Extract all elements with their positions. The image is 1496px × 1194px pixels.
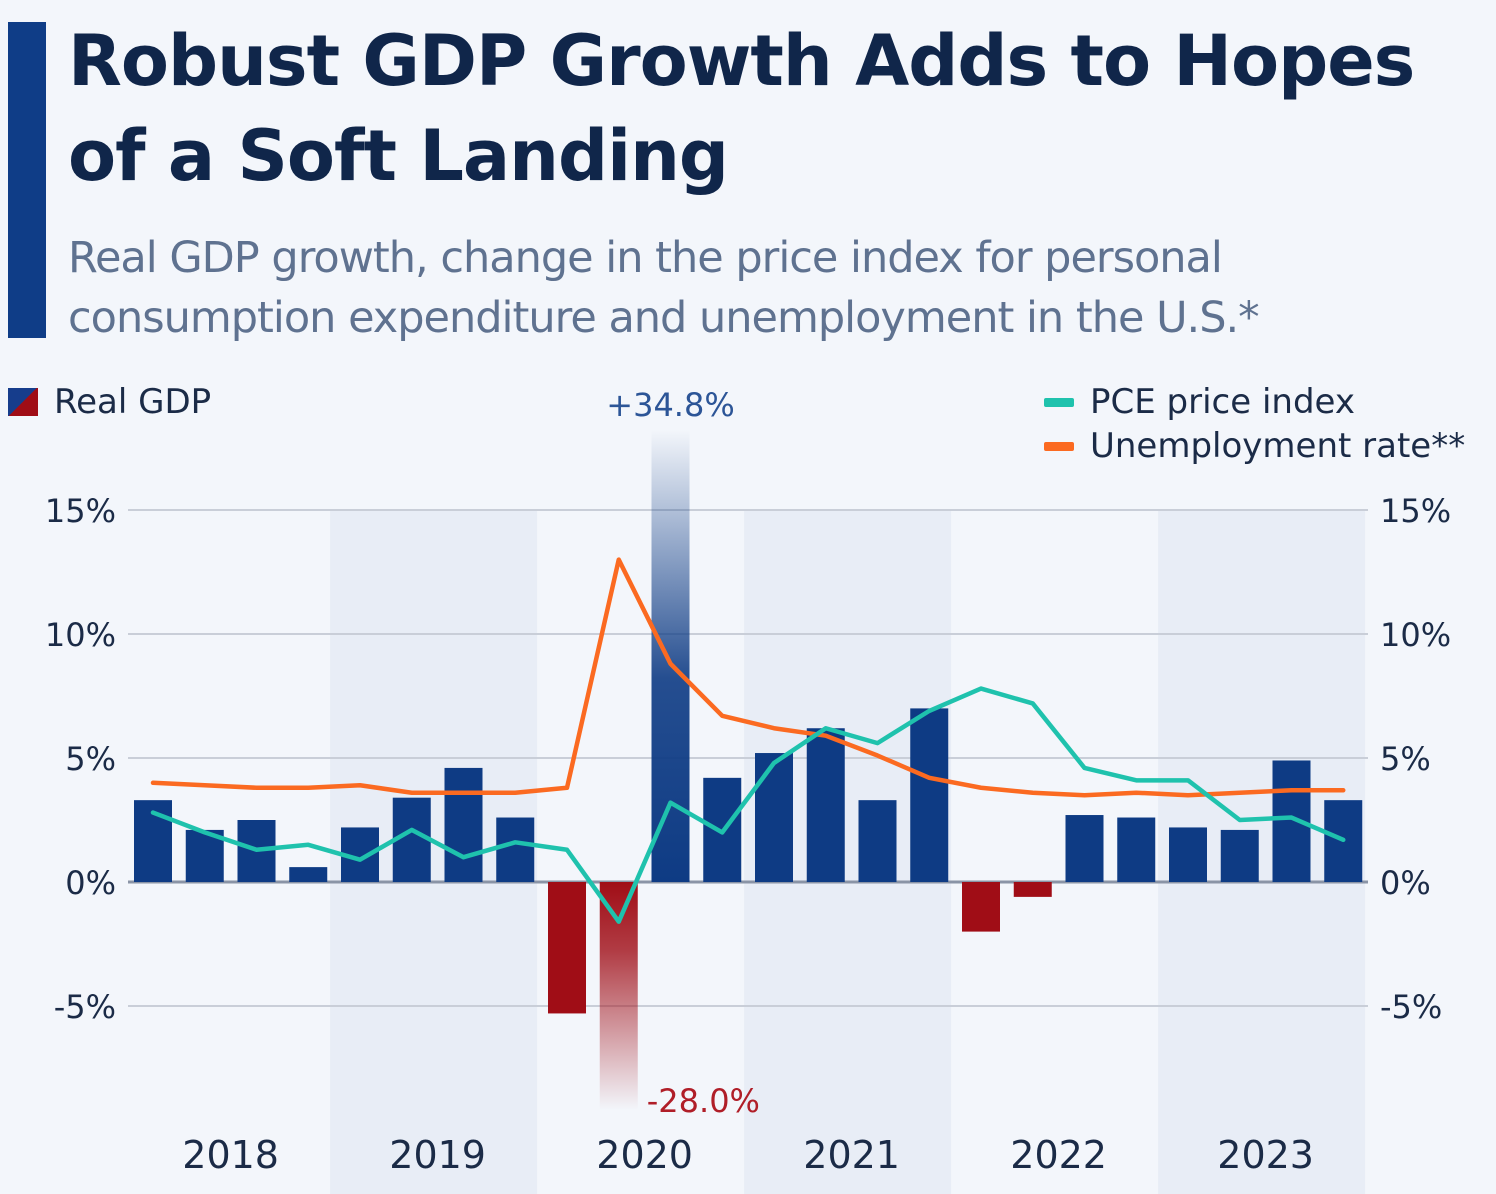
gdp-bar: [1117, 817, 1156, 882]
gdp-bar: [755, 753, 793, 882]
gdp-bar: [1065, 815, 1104, 882]
gdp-bar: [392, 797, 431, 882]
legend-gdp: Real GDP: [8, 382, 211, 422]
y-tick-label-right: -5%: [1380, 988, 1442, 1026]
y-tick-label-right: 15%: [1380, 492, 1451, 530]
legend-pce-label: PCE price index: [1090, 382, 1355, 422]
x-tick-label: 2020: [596, 1133, 693, 1177]
gdp-bar: [548, 882, 586, 1014]
y-tick-label-left: -5%: [54, 988, 116, 1026]
x-tick-label: 2021: [803, 1133, 900, 1177]
gdp-swatch-icon: [8, 388, 38, 416]
pce-swatch-icon: [1044, 397, 1074, 407]
legend-gdp-label: Real GDP: [54, 382, 212, 422]
gdp-bar: [289, 867, 328, 882]
gdp-bar: [1013, 882, 1052, 897]
x-tick-label: 2022: [1010, 1133, 1107, 1177]
unemployment-line: [150, 557, 1346, 798]
legend-pce: PCE price index: [1044, 382, 1355, 422]
chart-title: Robust GDP Growth Adds to Hopes of a Sof…: [68, 20, 1415, 197]
bar-annotation: -28.0%: [647, 1082, 760, 1120]
legend-unemployment-label: Unemployment rate**: [1090, 426, 1466, 466]
y-tick-label-left: 10%: [45, 616, 116, 654]
legend-unemployment: Unemployment rate**: [1044, 426, 1465, 466]
y-tick-label-left: 0%: [65, 864, 116, 902]
gdp-bar: [858, 800, 897, 882]
x-tick-label: 2023: [1217, 1133, 1314, 1177]
gdp-bar: [1220, 829, 1259, 882]
y-tick-label-right: 0%: [1380, 864, 1431, 902]
gdp-bar: [444, 767, 483, 882]
y-tick-label-right: 5%: [1380, 740, 1431, 778]
gdp-bar: [806, 728, 845, 882]
pce-line: [150, 686, 1346, 924]
gdp-bar: [651, 430, 690, 882]
gdp-bar: [910, 708, 949, 882]
gdp-bar: [962, 882, 1000, 932]
chart-subtitle: Real GDP growth, change in the price ind…: [68, 233, 1260, 343]
x-tick-label: 2019: [389, 1133, 486, 1177]
y-tick-label-left: 5%: [65, 740, 116, 778]
gdp-bar: [496, 817, 535, 882]
x-tick-label: 2018: [182, 1133, 279, 1177]
unemployment-swatch-icon: [1044, 441, 1074, 451]
y-tick-label-left: 15%: [45, 492, 116, 530]
accent-bar: [8, 22, 46, 338]
gdp-bar: [1169, 827, 1207, 882]
y-tick-label-right: 10%: [1380, 616, 1451, 654]
bar-annotation: +34.8%: [606, 386, 734, 424]
